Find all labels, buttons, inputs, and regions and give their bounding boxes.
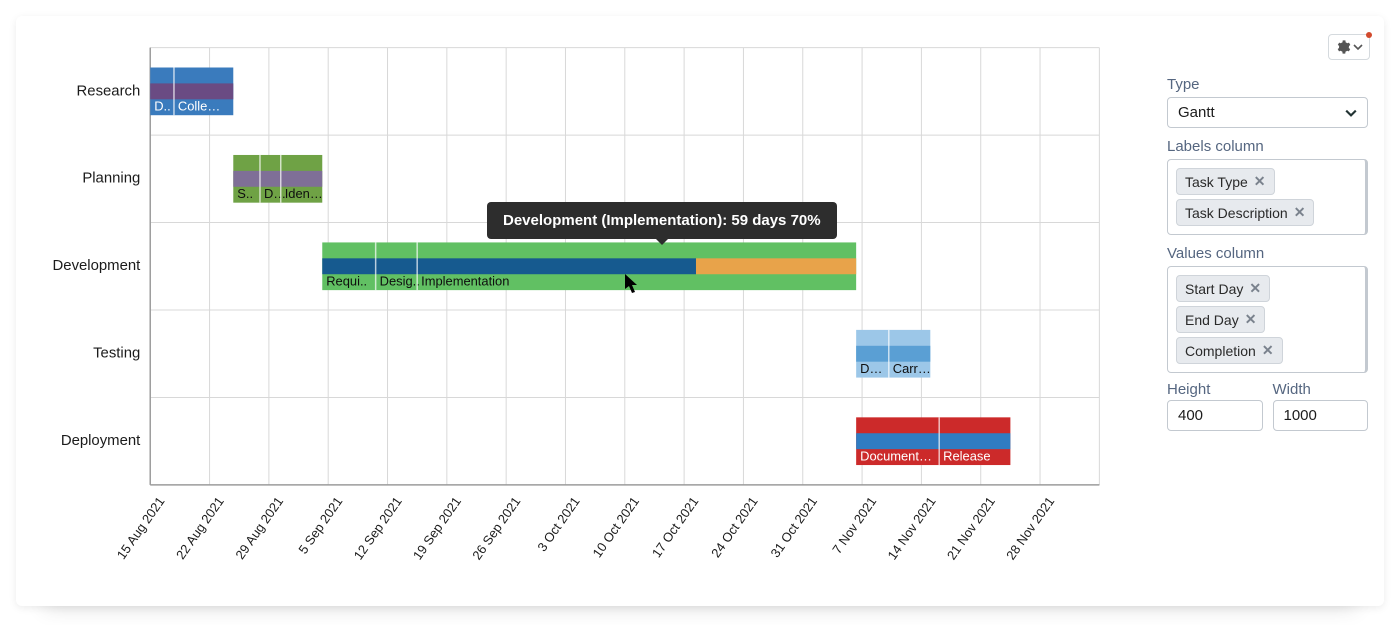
gantt-progress [856,433,1010,449]
values-chip-label: End Day [1185,312,1239,328]
gantt-progress [233,171,322,187]
x-tick-label: 17 Oct 2021 [649,494,702,560]
x-tick-label: 3 Oct 2021 [534,494,583,554]
x-tick-label: 26 Sep 2021 [469,494,523,563]
values-column-label: Values column [1167,245,1368,262]
row-label: Development [53,258,142,274]
close-icon[interactable]: ✕ [1245,311,1257,328]
x-tick-label: 22 Aug 2021 [173,494,227,562]
values-chip-label: Start Day [1185,281,1243,297]
values-chip[interactable]: Completion ✕ [1176,337,1283,364]
x-tick-label: 7 Nov 2021 [829,494,879,557]
values-chip[interactable]: Start Day ✕ [1176,275,1270,302]
close-icon[interactable]: ✕ [1262,342,1274,359]
chevron-down-icon [1345,107,1357,119]
close-icon[interactable]: ✕ [1294,204,1306,221]
row-label: Testing [93,346,140,362]
close-icon[interactable]: ✕ [1254,173,1266,190]
type-label: Type [1167,76,1368,93]
labels-chip[interactable]: Task Type ✕ [1176,168,1275,195]
gantt-remaining [696,258,856,274]
labels-column-chipbox[interactable]: Task Type ✕ Task Description ✕ [1167,159,1368,235]
x-tick-label: 31 Oct 2021 [767,494,820,560]
x-tick-label: 29 Aug 2021 [232,494,286,562]
bar-segment-label: Implementation [421,274,509,289]
x-tick-label: 28 Nov 2021 [1003,494,1057,563]
settings-button[interactable] [1328,34,1370,60]
bar-segment-label: D… [264,186,286,201]
chart-svg: Research Planning Development Testing Deploy… [26,16,1159,606]
notification-dot-icon [1366,32,1372,38]
labels-column-label: Labels column [1167,138,1368,155]
x-tick-label: 24 Oct 2021 [708,494,761,560]
height-label: Height [1167,381,1263,398]
chevron-down-icon [1353,42,1363,52]
close-icon[interactable]: ✕ [1249,280,1261,297]
config-sidebar: Type Gantt Labels column Task Type✕Task … [1159,16,1384,606]
gantt-progress [150,83,233,99]
bar-segment-label: Iden… [285,186,323,201]
row-label: Research [77,83,141,99]
bar-segment-label: Colle… [178,99,220,114]
type-select-value: Gantt [1178,104,1215,121]
bar-segment-label: Requi.. [326,274,367,289]
x-tick-label: 21 Nov 2021 [944,494,998,563]
labels-chip-label: Task Type [1185,174,1248,190]
width-input[interactable] [1273,400,1369,431]
x-tick-label: 5 Sep 2021 [295,494,345,557]
values-column-chipbox[interactable]: Start Day✕End Day✕Completion✕ [1167,266,1368,373]
row-label: Planning [82,171,140,187]
bar-segment-label: Desig.. [380,274,420,289]
bar-segment-label: D.. [154,99,171,114]
type-select[interactable]: Gantt [1167,97,1368,128]
bar-segment-label: Release [943,449,990,464]
x-tick-label: 12 Sep 2021 [351,494,405,563]
values-chip[interactable]: End Day ✕ [1176,306,1265,333]
labels-chip-label: Task Description [1185,205,1288,221]
row-label: Deployment [61,433,141,449]
gear-icon [1335,39,1351,55]
height-input[interactable] [1167,400,1263,431]
labels-chip[interactable]: Task Description ✕ [1176,199,1314,226]
x-tick-label: 15 Aug 2021 [114,494,168,562]
values-chip-label: Completion [1185,343,1256,359]
bar-segment-label: Document… [860,449,932,464]
x-tick-label: 19 Sep 2021 [410,494,464,563]
bar-segment-label: Carr… [893,361,931,376]
gantt-progress [856,346,930,362]
bar-segment-label: S.. [237,186,253,201]
gantt-chart: Research Planning Development Testing Deploy… [16,16,1159,606]
gantt-progress [322,258,696,274]
width-label: Width [1273,381,1369,398]
bar-segment-label: D… [860,361,882,376]
x-tick-label: 14 Nov 2021 [884,494,938,563]
x-tick-label: 10 Oct 2021 [589,494,642,560]
